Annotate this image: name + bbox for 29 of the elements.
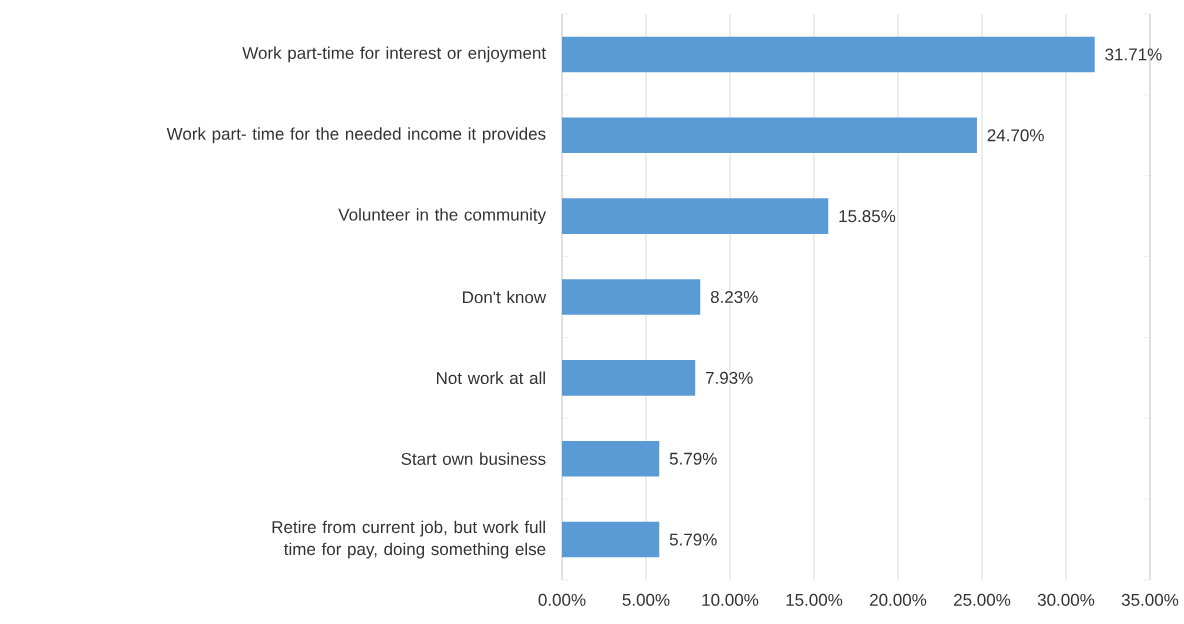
y-tick-label: Not work at all [436, 371, 545, 385]
y-tick-label: Retire from current job, but work full time for pay, doing something else [272, 520, 546, 559]
bar [562, 198, 829, 234]
y-tick-label: Don't know [463, 290, 547, 304]
y-tick-label: Volunteer in the community [338, 208, 547, 225]
bar [562, 521, 660, 558]
bar [562, 360, 696, 396]
y-tick-label: Work part- time for the needed income it provides [166, 127, 546, 144]
x-tick-label: 15.00% [786, 593, 843, 606]
data-label: 8.23% [710, 290, 758, 304]
y-tick-label: Start own business [401, 452, 546, 465]
data-label: 24.70% [987, 129, 1044, 142]
bar [562, 440, 660, 477]
x-tick-label: 0.00% [538, 593, 586, 606]
x-tick-label: 35.00% [1121, 593, 1179, 606]
x-tick-label: 20.00% [870, 593, 927, 606]
data-label: 5.79% [669, 452, 717, 465]
data-label: 5.79% [669, 533, 717, 546]
data-label: 31.71% [1105, 48, 1162, 61]
x-tick-label: 25.00% [954, 593, 1011, 606]
x-tick-label: 5.00% [622, 593, 670, 606]
data-label: 15.85% [839, 210, 896, 223]
data-label: 7.93% [705, 371, 753, 384]
bar [562, 279, 701, 315]
bar [562, 117, 977, 154]
x-tick-label: 30.00% [1037, 593, 1095, 606]
x-tick-label: 10.00% [702, 593, 759, 606]
y-tick-label: Work part-time for interest or enjoyment [242, 46, 546, 63]
bar [562, 36, 1095, 73]
